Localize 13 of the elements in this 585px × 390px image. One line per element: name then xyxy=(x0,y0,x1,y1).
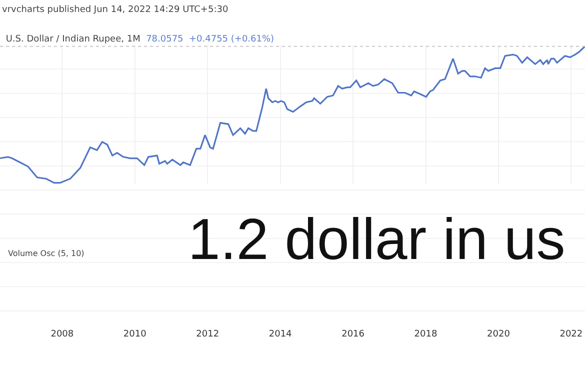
x-tick-label: 2018 xyxy=(414,329,438,340)
text: vrvcharts published Jun 14, 2022 14:29 UTC+5:30 xyxy=(2,5,228,15)
x-tick-label: 2016 xyxy=(342,329,365,340)
text: Volume Osc (5, 10) xyxy=(8,249,84,258)
x-tick-label: 2008 xyxy=(50,329,74,340)
x-tick-label: 2010 xyxy=(123,329,147,340)
x-tick-label: 2020 xyxy=(487,329,510,340)
chart-subtitle: 78.0575 +0.4755 (+0.61%) xyxy=(146,34,274,44)
x-tick-label: 2012 xyxy=(196,329,220,340)
x-tick-label: 2014 xyxy=(268,329,292,340)
text: 1.2 dollar in us xyxy=(188,207,566,272)
chart-title: U.S. Dollar / Indian Rupee, 1M xyxy=(6,34,140,44)
x-tick-label: 2022 xyxy=(560,329,583,340)
